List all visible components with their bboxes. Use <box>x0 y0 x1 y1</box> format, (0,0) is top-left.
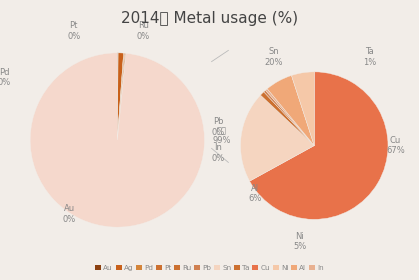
Text: Au
0%: Au 0% <box>63 204 76 224</box>
Text: Cu
67%: Cu 67% <box>386 136 405 155</box>
Text: In
0%: In 0% <box>212 143 225 163</box>
Wedge shape <box>117 53 125 140</box>
Wedge shape <box>117 53 124 140</box>
Text: Pd
0%: Pd 0% <box>0 67 10 87</box>
Text: Ta
1%: Ta 1% <box>363 47 376 67</box>
Wedge shape <box>264 90 314 146</box>
Wedge shape <box>117 53 118 140</box>
Wedge shape <box>292 72 314 146</box>
Wedge shape <box>261 92 314 146</box>
Text: Pb
0%: Pb 0% <box>212 118 225 137</box>
Text: Pt
0%: Pt 0% <box>67 21 80 41</box>
Wedge shape <box>267 76 314 146</box>
Legend: Au, Ag, Pd, Pt, Ru, Pb, Sn, Ta, Cu, Ni, Al, In: Au, Ag, Pd, Pt, Ru, Pb, Sn, Ta, Cu, Ni, … <box>93 262 326 274</box>
Wedge shape <box>241 95 314 181</box>
Wedge shape <box>266 89 314 146</box>
Text: 2014년 Metal usage (%): 2014년 Metal usage (%) <box>121 11 298 26</box>
Text: Sn
20%: Sn 20% <box>264 47 283 67</box>
Text: Al
6%: Al 6% <box>248 184 262 203</box>
Text: 기타
99%: 기타 99% <box>213 126 231 145</box>
Wedge shape <box>117 53 124 140</box>
Wedge shape <box>30 53 204 227</box>
Text: Ru
0%: Ru 0% <box>137 21 150 41</box>
Text: Ni
5%: Ni 5% <box>293 232 306 251</box>
Wedge shape <box>117 53 126 140</box>
Wedge shape <box>250 72 388 219</box>
